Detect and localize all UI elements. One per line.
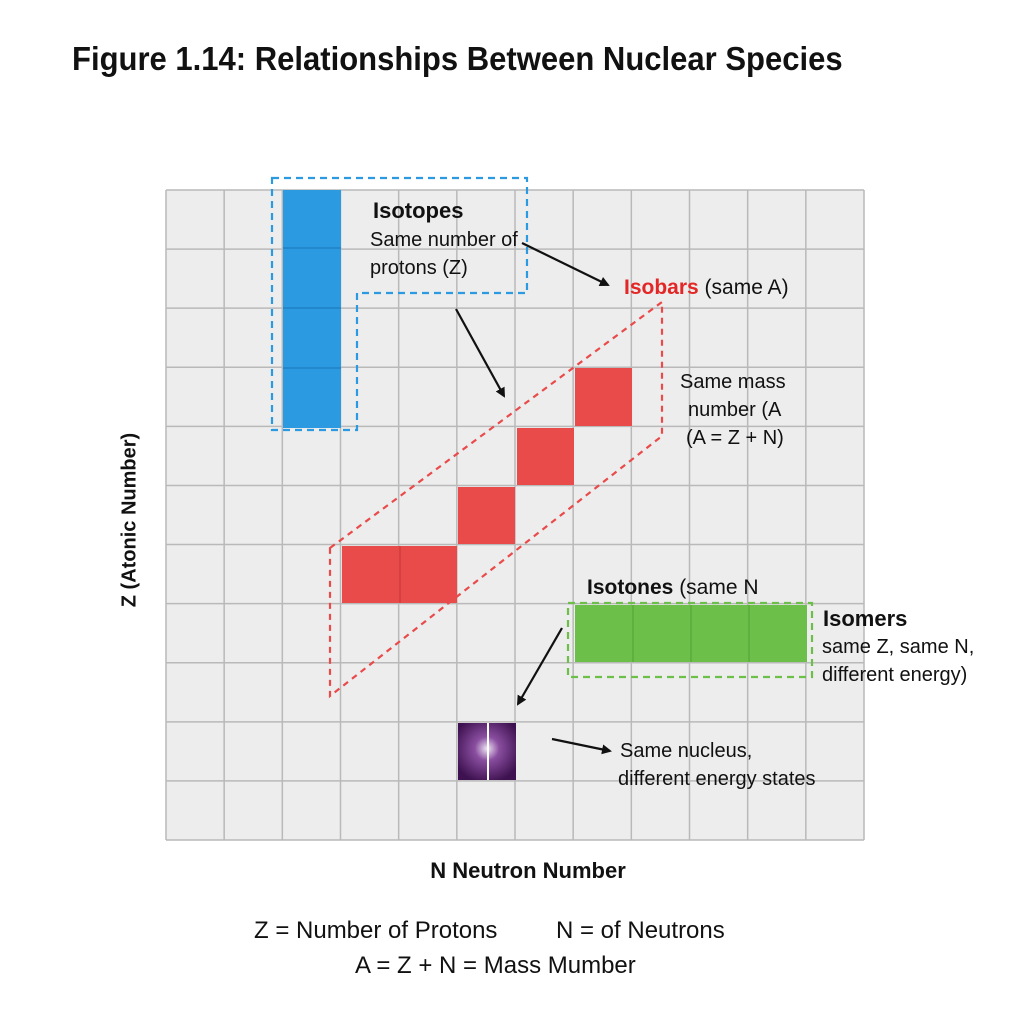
x-axis-label: N Neutron Number (430, 858, 626, 883)
y-axis-label: Z (Atonic Number) (118, 432, 141, 608)
isobars-heading: Isobars (624, 276, 699, 299)
isotopes-cell-dividers (283, 247, 341, 369)
isotopes-to-diagonal-arrow (455, 308, 505, 398)
isotones-heading: Isotones (587, 576, 674, 599)
nucleus-desc-line2: different energy states (618, 768, 816, 790)
isomers-desc-line1: same Z, same N, (822, 636, 975, 658)
isobar-cell (458, 487, 515, 544)
isobar-cell (517, 428, 574, 485)
figure-title: Figure 1.14: Relationships Between Nucle… (72, 40, 843, 77)
isotopes-desc-line1: Same number of (370, 229, 518, 251)
isotones-dashed-outline (566, 601, 814, 679)
isobar-cell (575, 368, 632, 426)
isobars-cells (342, 368, 632, 603)
nucleus-desc-line1: Same nucleus, (620, 740, 753, 762)
isotones-label: Isotones (same N (587, 576, 759, 600)
isomers-heading: Isomers (823, 606, 908, 631)
isotopes-heading: Isotopes (373, 198, 464, 223)
isomers-desc-line2: different energy) (822, 664, 968, 686)
isotopes-desc-line2: protons (Z) (370, 257, 468, 279)
nucleus-description-arrow (551, 737, 612, 755)
isotopes-column (283, 190, 341, 428)
isobars-desc-line3: (A = Z + N) (686, 427, 784, 449)
isotones-suffix: (same N (673, 576, 759, 599)
isotopes-dashed-outline (270, 176, 529, 432)
legend-z-definition: Z = Number of Protons (254, 917, 498, 944)
legend-n-definition: N = of Neutrons (556, 917, 725, 944)
legend-a-definition: A = Z + N = Mass Mumber (355, 952, 636, 979)
isotopes-to-isobars-arrow (521, 242, 610, 286)
isobars-desc-line1: Same mass (680, 371, 786, 393)
isobars-dashed-outline (328, 299, 664, 699)
isotones-to-nucleus-arrow (516, 627, 563, 706)
isotones-cell-dividers (632, 605, 750, 662)
isobars-suffix: (same A) (698, 276, 789, 299)
isobars-desc-line2: number (A (688, 399, 782, 421)
isobars-label: Isobars (same A) (624, 276, 789, 300)
